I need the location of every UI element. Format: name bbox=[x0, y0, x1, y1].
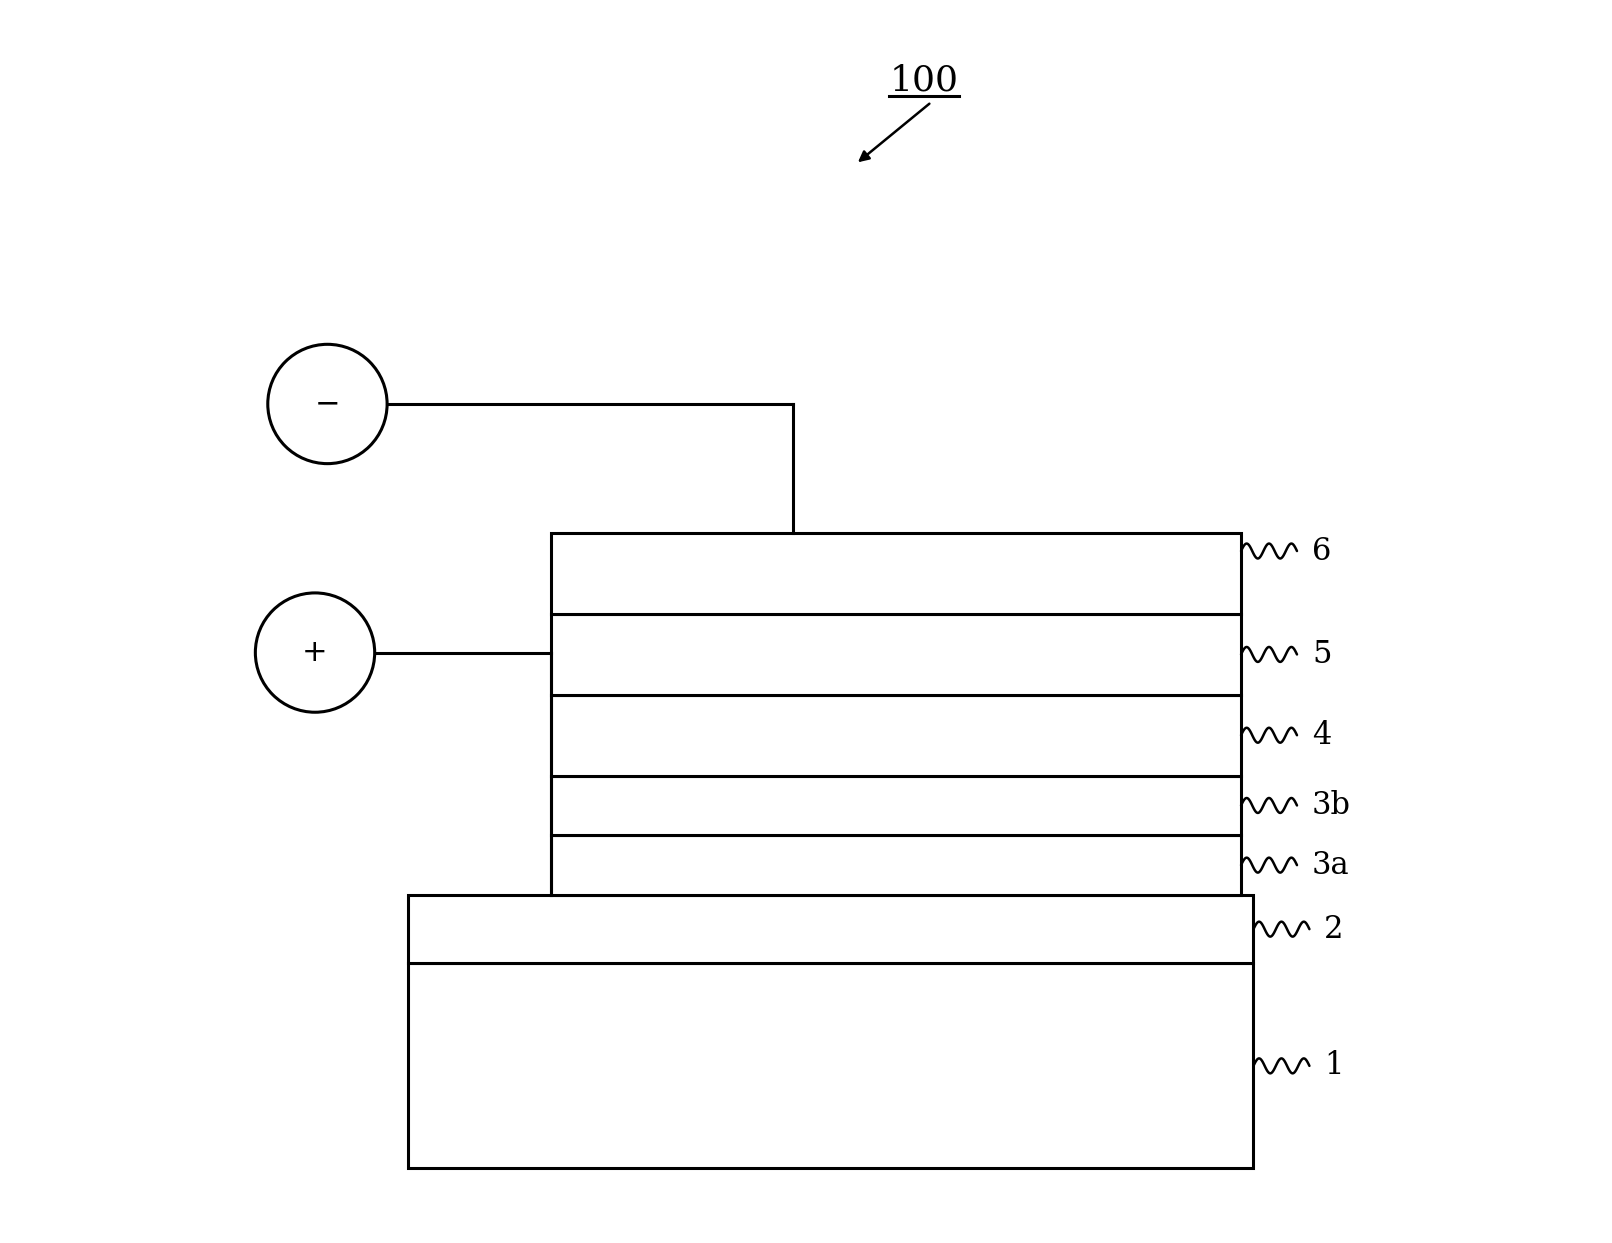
Text: 3a: 3a bbox=[1312, 850, 1349, 880]
Bar bbox=[408, 963, 1254, 1168]
Bar bbox=[551, 695, 1241, 776]
Circle shape bbox=[255, 593, 374, 712]
Bar bbox=[551, 776, 1241, 835]
Bar bbox=[551, 614, 1241, 695]
Text: +: + bbox=[301, 638, 327, 667]
Text: 2: 2 bbox=[1325, 914, 1344, 945]
Circle shape bbox=[268, 344, 387, 464]
Bar bbox=[551, 533, 1241, 614]
Text: −: − bbox=[314, 389, 340, 419]
Bar bbox=[551, 835, 1241, 895]
Text: 100: 100 bbox=[890, 63, 959, 98]
Text: 1: 1 bbox=[1325, 1050, 1344, 1081]
Text: 6: 6 bbox=[1312, 536, 1332, 567]
Bar bbox=[408, 895, 1254, 963]
Text: 5: 5 bbox=[1312, 639, 1332, 670]
Text: 3b: 3b bbox=[1312, 791, 1351, 820]
Text: 4: 4 bbox=[1312, 720, 1332, 751]
